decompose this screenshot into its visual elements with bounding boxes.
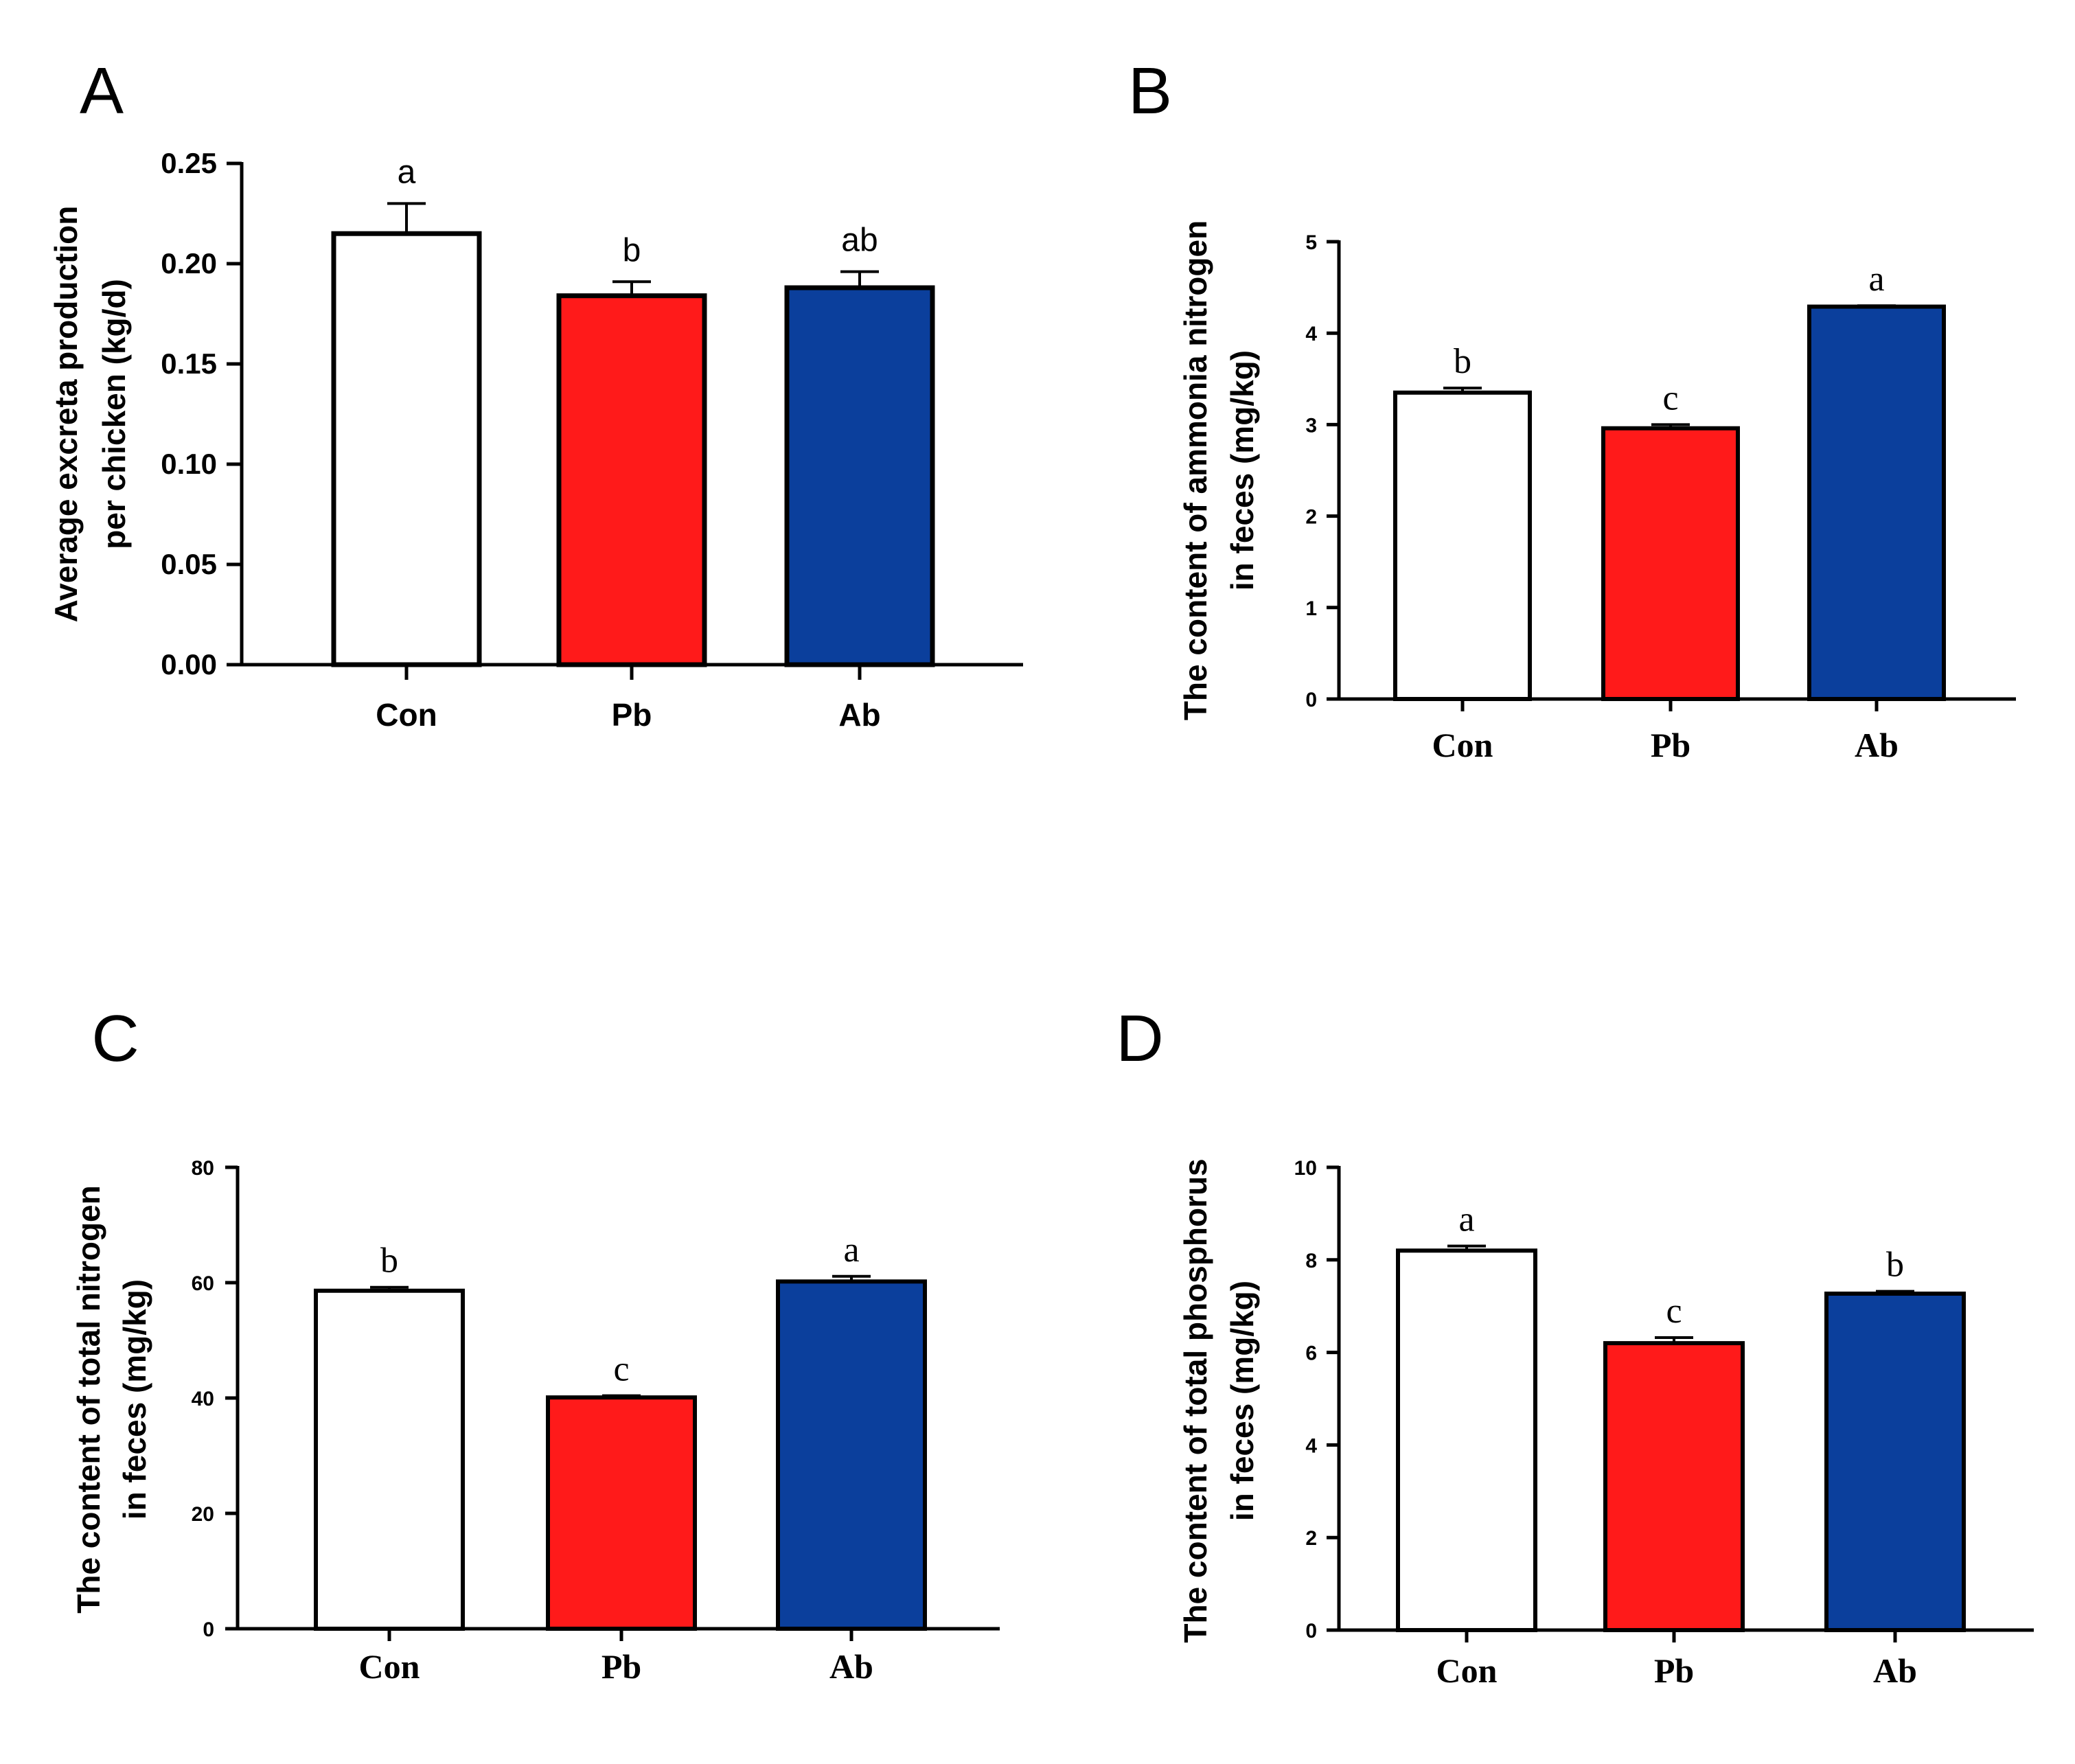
x-tick-label: Pb xyxy=(1654,1651,1694,1690)
y-axis-title-line: Average excreta production xyxy=(48,206,84,623)
y-axis-title-line: in feces (mg/kg) xyxy=(117,1279,152,1520)
y-axis-title-line: in feces (mg/kg) xyxy=(1224,1281,1260,1521)
y-tick-label: 4 xyxy=(1305,1434,1317,1457)
bar xyxy=(556,293,707,667)
y-tick-label: 0.20 xyxy=(161,247,217,279)
y-tick-label: 0 xyxy=(1305,689,1317,711)
bar xyxy=(1824,1292,1966,1632)
significance-label: c xyxy=(1662,378,1678,417)
panel-letter: C xyxy=(91,1002,139,1075)
y-tick-label: 0.25 xyxy=(161,147,217,179)
y-axis-title-line: per chicken (kg/d) xyxy=(96,279,132,549)
y-tick-label: 0.05 xyxy=(161,548,217,580)
bar xyxy=(784,285,935,667)
significance-label: b xyxy=(623,232,641,268)
y-tick-label: 0.10 xyxy=(161,448,217,480)
chart-panel-b: B The content of ammonia nitrogen in feces… xyxy=(1128,54,2016,764)
y-tick-label: 5 xyxy=(1305,231,1317,254)
y-tick-label: 3 xyxy=(1305,414,1317,437)
x-tick-label: Con xyxy=(376,697,437,733)
panel-letter: A xyxy=(80,54,124,128)
y-tick-label: 8 xyxy=(1305,1250,1317,1272)
bar xyxy=(1393,390,1532,702)
x-tick-label: Ab xyxy=(829,1647,873,1686)
bar xyxy=(314,1288,465,1631)
x-tick-label: Con xyxy=(1436,1651,1498,1690)
y-axis-title-line: The content of total phosphorus xyxy=(1178,1158,1213,1642)
bar xyxy=(1601,426,1740,702)
y-tick-label: 60 xyxy=(192,1272,214,1295)
x-tick-label: Pb xyxy=(612,697,652,733)
significance-label: c xyxy=(613,1350,629,1389)
y-tick-label: 0.00 xyxy=(161,648,217,680)
y-tick-label: 2 xyxy=(1305,506,1317,529)
x-tick-label: Pb xyxy=(601,1647,641,1686)
significance-label: ab xyxy=(841,222,878,259)
x-tick-label: Ab xyxy=(1855,726,1899,764)
y-tick-label: 0 xyxy=(1305,1620,1317,1642)
x-tick-label: Pb xyxy=(1651,726,1690,764)
y-axis-title-line: in feces (mg/kg) xyxy=(1224,350,1260,591)
chart-panel-a: A Average excreta production per chicken (… xyxy=(48,54,1023,733)
x-tick-label: Ab xyxy=(1873,1651,1917,1690)
panel-letter: D xyxy=(1116,1002,1163,1075)
y-tick-label: 40 xyxy=(192,1388,214,1410)
y-tick-label: 4 xyxy=(1305,323,1317,345)
x-tick-label: Ab xyxy=(838,697,880,733)
x-tick-label: Con xyxy=(1432,726,1493,764)
significance-label: a xyxy=(1458,1200,1474,1239)
y-tick-label: 10 xyxy=(1294,1157,1317,1180)
y-axis-title-line: The content of ammonia nitrogen xyxy=(1178,220,1213,720)
panel-letter: B xyxy=(1128,54,1172,128)
significance-label: b xyxy=(1454,342,1471,381)
bar xyxy=(546,1395,697,1631)
bar xyxy=(776,1279,927,1631)
significance-label: a xyxy=(1868,260,1884,299)
y-tick-label: 20 xyxy=(192,1503,214,1526)
y-tick-label: 1 xyxy=(1305,597,1317,620)
x-tick-label: Con xyxy=(359,1647,420,1686)
chart-panel-c: C The content of total nitrogen in feces (… xyxy=(71,1002,1000,1686)
y-tick-label: 80 xyxy=(192,1157,214,1180)
significance-label: c xyxy=(1666,1292,1682,1331)
significance-label: a xyxy=(398,154,416,190)
y-tick-label: 0.15 xyxy=(161,347,217,380)
y-tick-label: 6 xyxy=(1305,1342,1317,1365)
bar xyxy=(331,231,482,667)
bar xyxy=(1396,1248,1537,1632)
y-tick-label: 0 xyxy=(203,1618,214,1641)
significance-label: b xyxy=(380,1241,398,1281)
y-axis-title-line: The content of total nitrogen xyxy=(71,1185,106,1614)
y-tick-label: 2 xyxy=(1305,1527,1317,1550)
bar xyxy=(1807,304,1946,701)
bar xyxy=(1603,1341,1745,1632)
chart-panel-d: D The content of total phosphorus in feces… xyxy=(1116,1002,2034,1690)
significance-label: b xyxy=(1886,1246,1904,1285)
significance-label: a xyxy=(843,1230,859,1270)
